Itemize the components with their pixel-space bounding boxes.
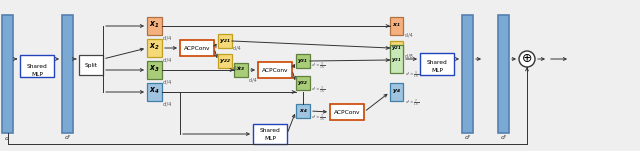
FancyBboxPatch shape bbox=[296, 104, 310, 118]
FancyBboxPatch shape bbox=[420, 53, 454, 75]
Text: $d' \times \frac{3}{16}$: $d' \times \frac{3}{16}$ bbox=[311, 60, 326, 72]
Text: $d' \times \frac{7}{16}$: $d' \times \frac{7}{16}$ bbox=[405, 97, 419, 109]
FancyBboxPatch shape bbox=[234, 63, 248, 77]
Text: d'/8: d'/8 bbox=[405, 53, 413, 58]
Text: $\bfit{y}_{21}$: $\bfit{y}_{21}$ bbox=[391, 44, 402, 52]
Text: d'/4: d'/4 bbox=[163, 79, 172, 85]
FancyBboxPatch shape bbox=[462, 15, 473, 133]
Text: $\bfit{x}_4$: $\bfit{x}_4$ bbox=[149, 86, 160, 96]
Text: $\bfit{y}_{22}$: $\bfit{y}_{22}$ bbox=[219, 57, 231, 65]
Text: $\oplus$: $\oplus$ bbox=[522, 53, 532, 66]
Text: d'/4: d'/4 bbox=[233, 45, 242, 50]
Text: d'/4: d'/4 bbox=[249, 77, 258, 82]
FancyBboxPatch shape bbox=[390, 45, 403, 73]
FancyBboxPatch shape bbox=[218, 34, 232, 48]
Text: $d' \times \frac{3}{16}$: $d' \times \frac{3}{16}$ bbox=[311, 84, 326, 96]
Text: $\bfit{y}_{32}$: $\bfit{y}_{32}$ bbox=[298, 79, 308, 87]
Text: d'/4: d'/4 bbox=[163, 35, 172, 40]
FancyBboxPatch shape bbox=[218, 54, 232, 68]
FancyBboxPatch shape bbox=[2, 15, 13, 133]
FancyBboxPatch shape bbox=[296, 76, 310, 90]
FancyBboxPatch shape bbox=[147, 83, 162, 101]
FancyBboxPatch shape bbox=[180, 40, 214, 56]
Text: $\bfit{x}_3$: $\bfit{x}_3$ bbox=[149, 64, 160, 74]
Text: MLP: MLP bbox=[431, 69, 443, 74]
Text: $\bfit{x}_1$: $\bfit{x}_1$ bbox=[149, 20, 160, 30]
FancyBboxPatch shape bbox=[147, 61, 162, 79]
Text: $d'$: $d'$ bbox=[64, 133, 71, 142]
FancyBboxPatch shape bbox=[258, 62, 292, 78]
Text: ACPConv: ACPConv bbox=[262, 67, 288, 72]
Text: $d' \times \frac{3}{16}$: $d' \times \frac{3}{16}$ bbox=[405, 69, 419, 81]
Text: $\bfit{x}_2$: $\bfit{x}_2$ bbox=[149, 42, 160, 52]
Text: $\bfit{y}_4$: $\bfit{y}_4$ bbox=[392, 87, 401, 95]
FancyBboxPatch shape bbox=[147, 17, 162, 35]
FancyBboxPatch shape bbox=[330, 104, 364, 120]
Text: Shared: Shared bbox=[27, 64, 47, 69]
Text: $d'$: $d'$ bbox=[500, 133, 508, 142]
Text: $\bfit{y}_{21}$: $\bfit{y}_{21}$ bbox=[219, 37, 231, 45]
Text: $\bfit{x}_1$: $\bfit{x}_1$ bbox=[392, 21, 401, 29]
Text: $\bfit{x}_3$: $\bfit{x}_3$ bbox=[236, 65, 246, 73]
Text: $\bfit{x}_4$: $\bfit{x}_4$ bbox=[299, 107, 307, 115]
FancyBboxPatch shape bbox=[390, 83, 403, 101]
Text: $d'$: $d'$ bbox=[464, 133, 471, 142]
Text: d'/4: d'/4 bbox=[405, 32, 413, 37]
Text: Split: Split bbox=[84, 63, 97, 67]
Text: $d' \times \frac{3}{16}$: $d' \times \frac{3}{16}$ bbox=[311, 112, 326, 124]
Text: ACPConv: ACPConv bbox=[184, 45, 211, 50]
FancyBboxPatch shape bbox=[498, 15, 509, 133]
FancyBboxPatch shape bbox=[390, 17, 403, 35]
Text: Shared: Shared bbox=[260, 129, 280, 133]
Text: Shared: Shared bbox=[427, 61, 447, 66]
FancyBboxPatch shape bbox=[296, 54, 310, 68]
Text: $d$: $d$ bbox=[4, 134, 10, 142]
Text: d'/4: d'/4 bbox=[163, 101, 172, 106]
FancyBboxPatch shape bbox=[62, 15, 73, 133]
Text: MLP: MLP bbox=[31, 72, 43, 77]
FancyBboxPatch shape bbox=[253, 124, 287, 144]
Text: MLP: MLP bbox=[264, 135, 276, 140]
Text: d'/4: d'/4 bbox=[163, 58, 172, 63]
Text: $\bfit{y}_{31}$: $\bfit{y}_{31}$ bbox=[298, 57, 308, 65]
Circle shape bbox=[519, 51, 535, 67]
FancyBboxPatch shape bbox=[147, 39, 162, 57]
FancyBboxPatch shape bbox=[20, 55, 54, 77]
Text: ACPConv: ACPConv bbox=[333, 109, 360, 114]
FancyBboxPatch shape bbox=[390, 41, 403, 55]
Text: d'/4: d'/4 bbox=[233, 66, 242, 71]
FancyBboxPatch shape bbox=[79, 55, 103, 75]
Text: $\bfit{y}_{31}$: $\bfit{y}_{31}$ bbox=[391, 56, 402, 64]
